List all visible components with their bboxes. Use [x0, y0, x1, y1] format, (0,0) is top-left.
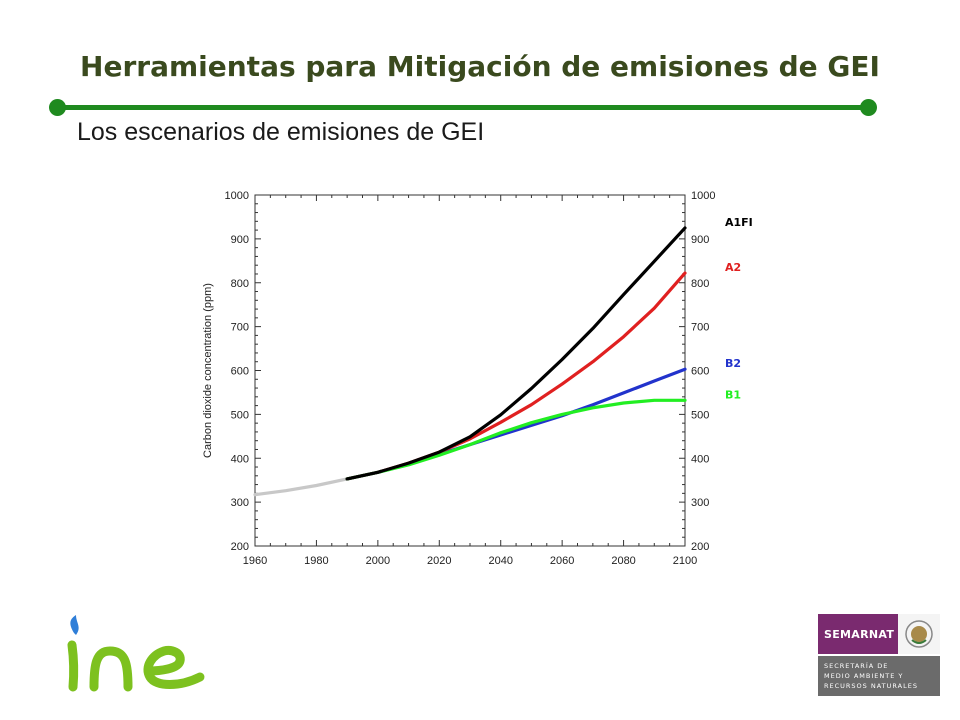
x-tick-label: 1960 [243, 555, 267, 567]
y-tick-label-right: 600 [691, 366, 709, 378]
co2-line-chart: 200 200 300 300 400 400 500 500 600 600 700 700 800 8… [202, 190, 753, 567]
y-tick-label-left: 900 [231, 234, 249, 246]
y-tick-label-right: 900 [691, 234, 709, 246]
series-line-b2 [345, 367, 687, 481]
series-line-a1fi [345, 226, 687, 481]
ine-letter-e [143, 646, 205, 689]
series-label-b1: B1 [725, 388, 741, 401]
series-line-historical [253, 477, 349, 497]
series-label-b2: B2 [725, 357, 741, 370]
ine-logo: ine [67, 615, 205, 692]
y-tick-label-right: 400 [691, 453, 709, 465]
y-tick-label-left: 1000 [225, 190, 249, 202]
y-tick-label-right: 200 [691, 541, 709, 553]
semarnat-logo: SEMARNAT SECRETARÍA DE MEDIO AMBIENTE Y … [818, 614, 940, 696]
semarnat-name: SEMARNAT [824, 628, 895, 641]
ine-letter-i [67, 640, 79, 692]
y-tick-label-left: 800 [231, 278, 249, 290]
mexico-seal-icon [898, 614, 940, 654]
ine-drop-icon [70, 615, 79, 635]
x-tick-label: 2000 [366, 555, 390, 567]
y-tick-label-right: 800 [691, 278, 709, 290]
title-underline [57, 105, 869, 110]
series-line-a2 [345, 271, 687, 481]
x-tick-label: 2060 [550, 555, 574, 567]
y-tick-label-left: 300 [231, 497, 249, 509]
slide-subtitle: Los escenarios de emisiones de GEI [77, 118, 485, 146]
series-label-a2: A2 [725, 261, 741, 274]
y-tick-label-right: 700 [691, 322, 709, 334]
y-tick-label-left: 500 [231, 409, 249, 421]
x-tick-label: 1980 [304, 555, 328, 567]
y-tick-label-right: 500 [691, 409, 709, 421]
semarnat-line-1: SECRETARÍA DE [824, 662, 889, 670]
y-axis-label: Carbon dioxide concentration (ppm) [202, 283, 214, 458]
x-tick-label: 2020 [427, 555, 451, 567]
slide-title: Herramientas para Mitigación de emisione… [80, 50, 880, 83]
ine-letter-n [89, 646, 133, 692]
x-tick-label: 2040 [488, 555, 512, 567]
x-tick-label: 2080 [611, 555, 635, 567]
y-tick-label-right: 1000 [691, 190, 715, 202]
y-tick-label-left: 400 [231, 453, 249, 465]
plot-frame [254, 194, 686, 547]
semarnat-line-2: MEDIO AMBIENTE Y [824, 672, 904, 680]
x-tick-label: 2100 [673, 555, 697, 567]
y-tick-label-left: 200 [231, 541, 249, 553]
underline-left-dot [49, 99, 66, 116]
y-tick-label-left: 600 [231, 366, 249, 378]
y-tick-label-right: 300 [691, 497, 709, 509]
underline-right-dot [860, 99, 877, 116]
semarnat-line-3: RECURSOS NATURALES [824, 682, 918, 690]
y-tick-label-left: 700 [231, 322, 249, 334]
series-label-a1fi: A1FI [725, 216, 753, 229]
